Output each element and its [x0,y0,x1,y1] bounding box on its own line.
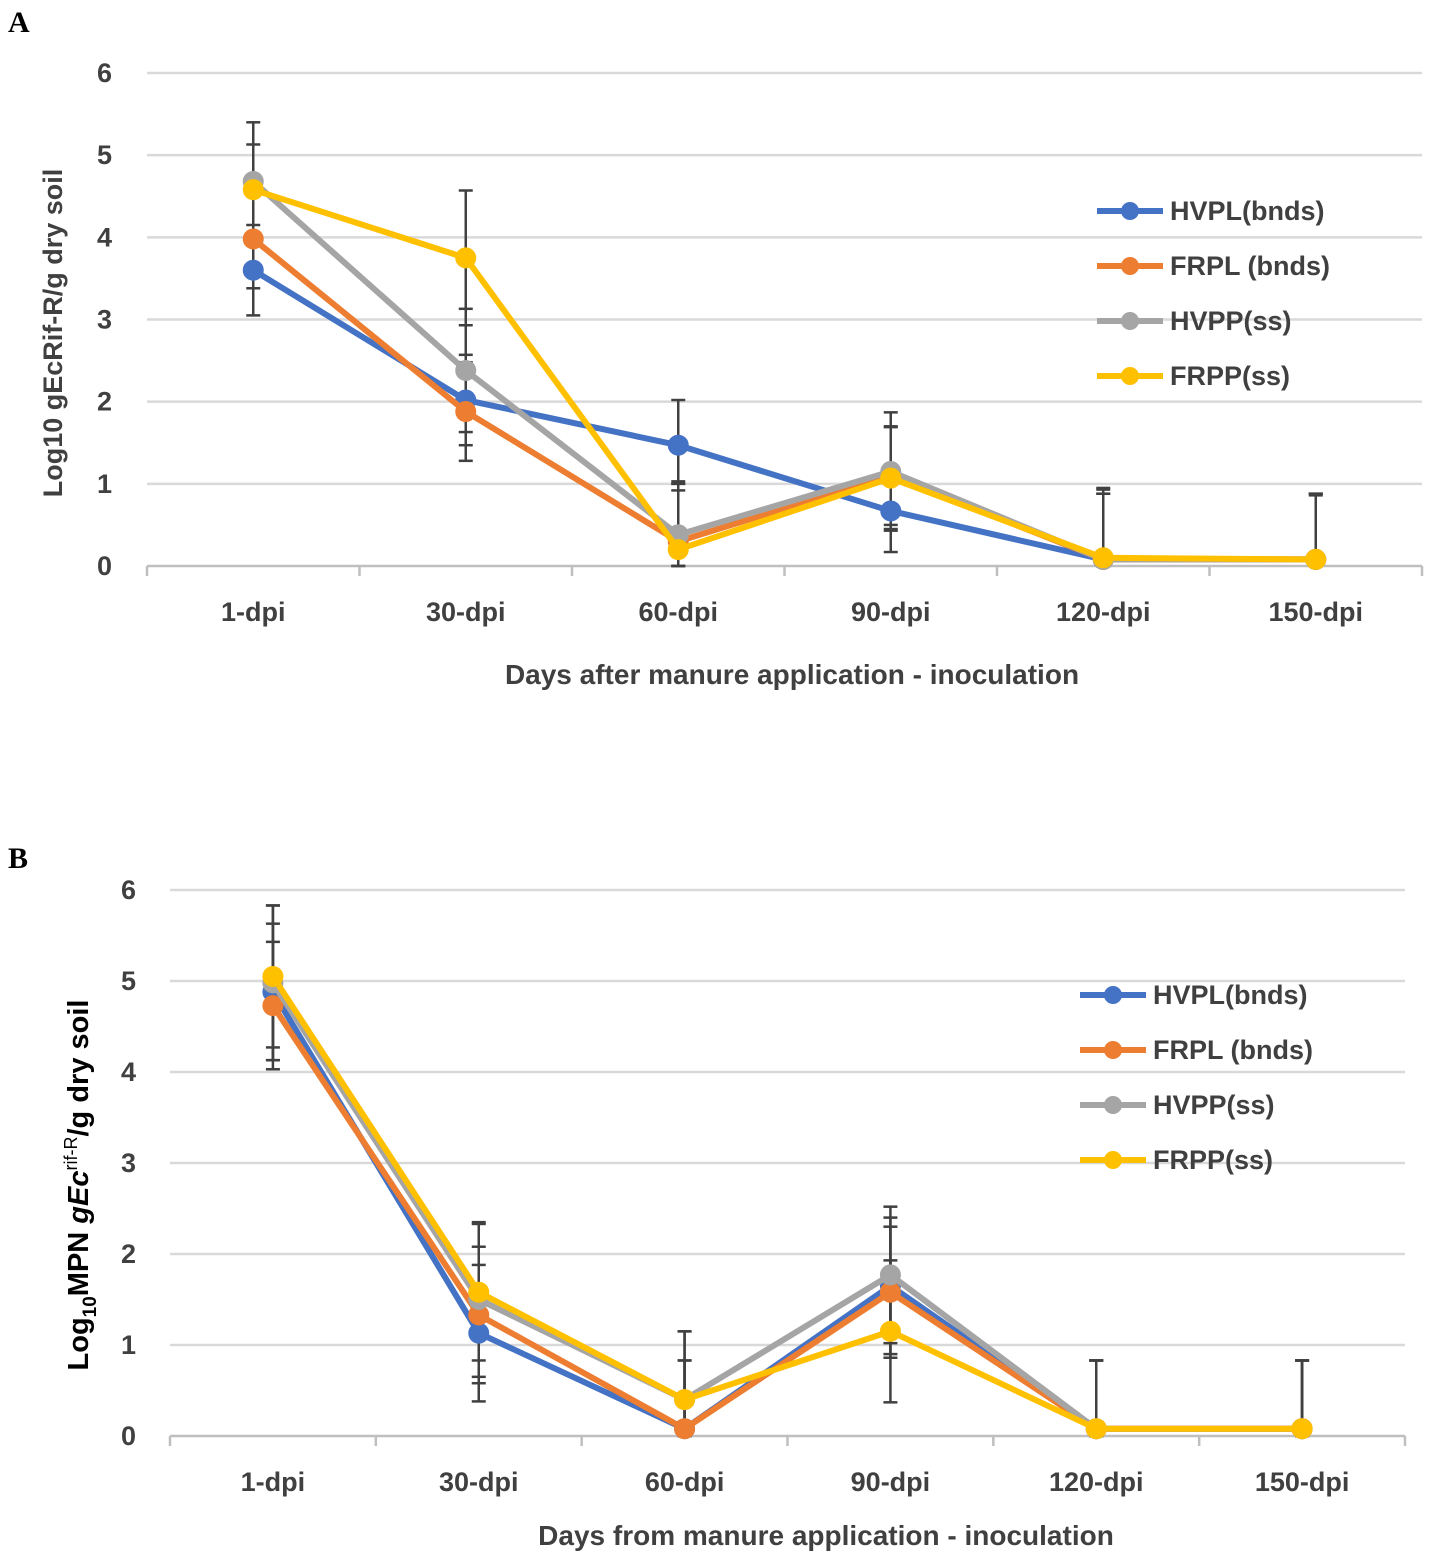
legend-label-b: HVPP(ss) [1153,1090,1275,1120]
legend-marker-b [1104,1096,1122,1114]
data-point-a [667,539,689,561]
y-tick-label-b: 0 [121,1421,136,1451]
y-tick-label-b: 3 [121,1148,136,1178]
data-point-b [1085,1418,1107,1440]
y-label-b-sup: rif-R [61,1137,81,1171]
data-point-a [1305,548,1327,570]
y-label-b-suffix: /g dry soil [63,1000,95,1137]
x-axis-label-b: Days from manure application - inoculati… [538,1520,1114,1551]
x-tick-label-b: 150-dpi [1255,1467,1350,1497]
y-tick-label-a: 5 [97,140,112,170]
data-point-a [880,467,902,489]
data-point-a [880,500,902,522]
y-label-b-sub: 10 [80,1296,101,1317]
data-point-b [1291,1418,1313,1440]
legend-marker-b [1104,1041,1122,1059]
y-tick-label-b: 4 [121,1057,136,1087]
y-tick-label-a: 1 [97,469,112,499]
y-axis-label-b: Log10MPN gEcrif-R/g dry soil [61,1000,101,1371]
legend-label-a: FRPL (bnds) [1170,251,1330,281]
x-tick-label-b: 90-dpi [851,1467,931,1497]
plot-area-b: 0 1 2 3 4 5 6 1-dpi 30-dpi 60-dpi 90-dpi 120-dpi 150… [121,875,1407,1497]
data-point-b [262,995,284,1017]
y-tick-label-b: 2 [121,1239,136,1269]
x-tick-label-a: 30-dpi [426,597,506,627]
data-point-a [455,359,477,381]
data-point-b [674,1418,696,1440]
x-axis-label-a: Days after manure application - inoculat… [505,659,1079,690]
panel-label-a: A [8,6,30,39]
data-point-b [674,1389,696,1411]
panel-label-b: B [8,842,28,875]
legend-label-b: FRPL (bnds) [1153,1035,1313,1065]
legend-marker-a [1121,202,1139,220]
y-tick-label-a: 3 [97,305,112,335]
x-tick-label-b: 30-dpi [439,1467,519,1497]
legend-marker-a [1121,312,1139,330]
x-tick-label-b: 1-dpi [241,1467,306,1497]
legend-label-b: HVPL(bnds) [1153,980,1308,1010]
legend-label-a: HVPL(bnds) [1170,196,1325,226]
x-tick-label-a: 90-dpi [851,597,931,627]
data-point-a [242,259,264,281]
data-point-a [455,401,477,423]
legend-marker-b [1104,986,1122,1004]
y-tick-label-b: 6 [121,875,136,905]
data-point-b [468,1281,490,1303]
x-tick-label-a: 60-dpi [638,597,718,627]
data-point-b [879,1320,901,1342]
y-tick-label-b: 1 [121,1330,136,1360]
data-point-a [242,228,264,250]
plot-area-a: 0 1 2 3 4 5 6 1-dpi 30-dpi 60-dpi 90-dpi 120-dpi 150… [97,58,1424,627]
legend-label-b: FRPP(ss) [1153,1145,1273,1175]
y-tick-label-b: 5 [121,966,136,996]
data-point-a [1092,547,1114,569]
x-tick-label-a: 120-dpi [1056,597,1151,627]
legend-marker-a [1121,257,1139,275]
series-line-b [270,974,1303,1432]
y-axis-label-a: Log10 gEcRif-R/g dry soil [38,169,68,498]
data-point-a [455,247,477,269]
x-tick-label-a: 150-dpi [1268,597,1363,627]
data-point-a [667,434,689,456]
y-tick-label-a: 0 [97,551,112,581]
data-point-b [879,1264,901,1286]
y-tick-label-a: 4 [97,222,112,252]
y-label-b-italic: gEc [63,1171,95,1225]
y-label-b-mpn: MPN [63,1224,95,1297]
x-tick-label-b: 60-dpi [645,1467,725,1497]
data-point-b [262,965,284,987]
y-label-b-prefix: Log [63,1317,95,1370]
legend-marker-b [1104,1151,1122,1169]
legend-label-a: HVPP(ss) [1170,306,1292,336]
y-tick-label-a: 6 [97,58,112,88]
legend-label-a: FRPP(ss) [1170,361,1290,391]
y-tick-label-a: 2 [97,387,112,417]
series-line-a [252,186,1316,563]
x-tick-label-b: 120-dpi [1049,1467,1144,1497]
data-point-b [468,1322,490,1344]
legend-marker-a [1121,367,1139,385]
x-tick-label-a: 1-dpi [221,597,286,627]
data-point-a [242,179,264,201]
